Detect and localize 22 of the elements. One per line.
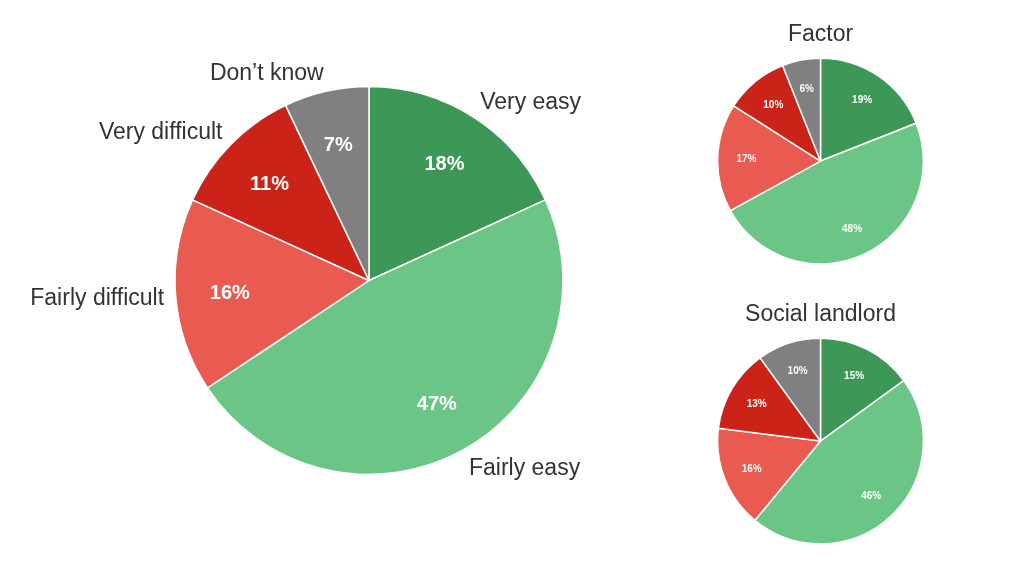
data-label: 10% — [763, 98, 784, 110]
data-label: 13% — [746, 397, 767, 409]
slice-label: Very easy — [480, 88, 582, 115]
data-label: 16% — [209, 280, 251, 303]
data-label: 15% — [844, 369, 865, 381]
slice-label: Very difficult — [98, 117, 224, 144]
data-label: 18% — [424, 152, 465, 175]
data-label: 10% — [787, 365, 808, 377]
slice-label: Fairly easy — [468, 453, 581, 480]
chart-title: Social landlord — [745, 299, 896, 326]
slice-label: Don’t know — [209, 59, 325, 86]
data-label: 7% — [323, 133, 353, 156]
data-label: 48% — [842, 222, 863, 234]
data-label: 17% — [736, 153, 757, 165]
data-label: 6% — [799, 82, 814, 94]
data-label: 46% — [861, 489, 882, 501]
data-label: 11% — [250, 171, 290, 194]
data-label: 19% — [852, 94, 873, 106]
slice-label: Fairly difficult — [30, 284, 165, 311]
chart-title: Factor — [787, 19, 854, 46]
data-label: 47% — [416, 391, 458, 414]
data-label: 16% — [741, 462, 762, 474]
